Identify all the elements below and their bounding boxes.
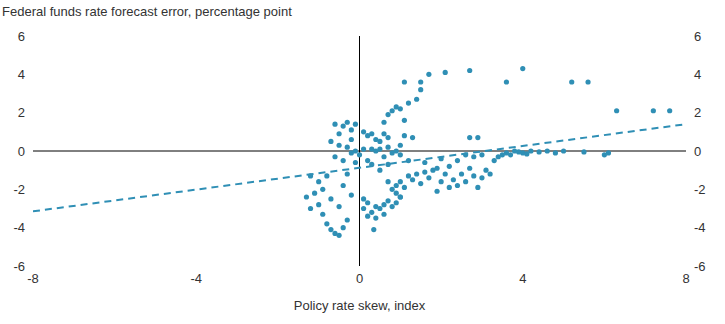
- html-text:Federal funds rate forecast er: Federal funds rate forecast error, perce…: [2, 4, 292, 19]
- svg-text:0: 0: [694, 144, 701, 159]
- svg-text:-2: -2: [13, 182, 25, 197]
- svg-text:-4: -4: [190, 271, 202, 286]
- svg-text:Policy rate skew, index: Policy rate skew, index: [294, 298, 426, 313]
- svg-text:-2: -2: [694, 182, 706, 197]
- svg-text:-6: -6: [13, 259, 25, 274]
- svg-text:6: 6: [694, 29, 701, 44]
- svg-text:-8: -8: [27, 271, 39, 286]
- svg-text:-4: -4: [13, 220, 25, 235]
- svg-text:2: 2: [694, 105, 701, 120]
- svg-text:-4: -4: [694, 220, 706, 235]
- svg-text:4: 4: [519, 271, 526, 286]
- svg-text:6: 6: [18, 29, 25, 44]
- svg-text:-6: -6: [694, 259, 706, 274]
- svg-text:4: 4: [694, 67, 701, 82]
- svg-text:4: 4: [18, 67, 25, 82]
- svg-text:0: 0: [356, 271, 363, 286]
- svg-text:0: 0: [18, 144, 25, 159]
- svg-text:2: 2: [18, 105, 25, 120]
- svg-text:8: 8: [682, 271, 689, 286]
